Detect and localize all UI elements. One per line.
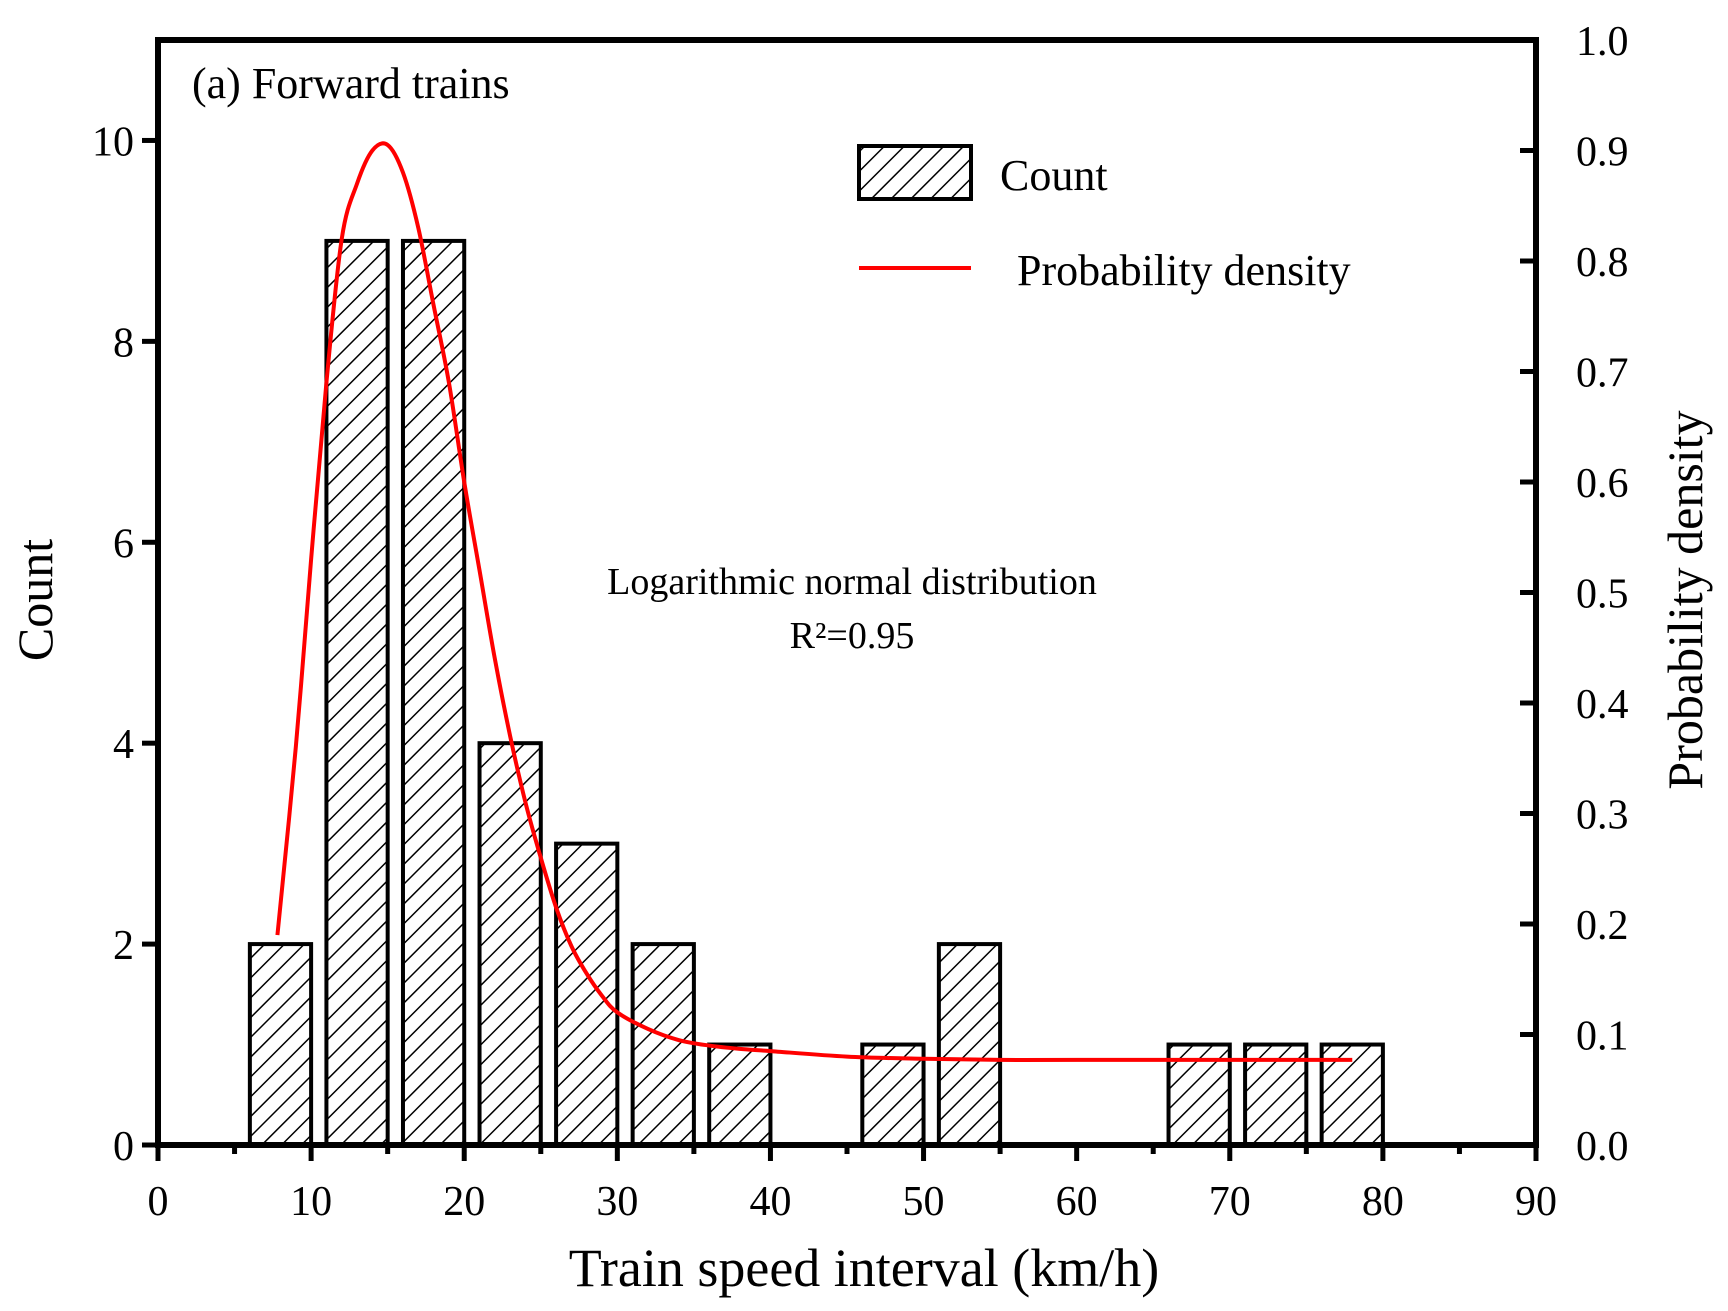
y2-tick-label: 1.0: [1576, 19, 1629, 65]
x-tick-label: 60: [1056, 1179, 1098, 1225]
y-tick-label: 6: [113, 521, 134, 567]
bar: [554, 841, 620, 1147]
legend: Count Probability density: [857, 144, 1351, 295]
y-axis-right: 0.0 0.1 0.2 0.3 0.4 0.5 0.6 0.7 0.8 0.9 1.0: [1520, 19, 1629, 1170]
y-tick-label: 10: [92, 119, 134, 165]
y2-tick-label: 0.2: [1576, 903, 1629, 949]
bar: [477, 741, 543, 1147]
y-tick-label: 2: [113, 923, 134, 969]
x-tick-label: 20: [443, 1179, 485, 1225]
x-tick-label: 0: [148, 1179, 169, 1225]
x-tick-label: 80: [1362, 1179, 1404, 1225]
y2-axis-label: Probability density: [1657, 410, 1713, 789]
y2-tick-label: 0.7: [1576, 351, 1629, 397]
legend-count-label: Count: [1000, 151, 1108, 200]
y2-tick-label: 0.4: [1576, 682, 1629, 728]
x-tick-label: 40: [749, 1179, 791, 1225]
bar: [936, 942, 1003, 1147]
x-tick-label: 30: [596, 1179, 638, 1225]
legend-density-label: Probability density: [1017, 246, 1351, 295]
bar: [630, 942, 696, 1147]
y-axis-left: 0 2 4 6 8 10: [92, 119, 158, 1170]
bar: [247, 942, 314, 1147]
distribution-annotation: Logarithmic normal distribution R²=0.95: [607, 561, 1097, 657]
y2-tick-label: 0.8: [1576, 240, 1629, 286]
y2-tick-label: 0.5: [1576, 572, 1629, 618]
x-tick-label: 50: [903, 1179, 945, 1225]
histogram-bars: [247, 238, 1385, 1147]
annotation-line1: Logarithmic normal distribution: [607, 561, 1097, 603]
annotation-line2: R²=0.95: [790, 615, 915, 657]
bar: [707, 1042, 773, 1147]
y-tick-label: 4: [113, 722, 134, 768]
x-tick-label: 70: [1209, 1179, 1251, 1225]
bar: [324, 238, 390, 1147]
x-tick-label: 90: [1515, 1179, 1557, 1225]
y2-tick-label: 0.1: [1576, 1014, 1629, 1060]
y2-tick-label: 0.0: [1576, 1124, 1629, 1170]
x-tick-label: 10: [290, 1179, 332, 1225]
x-axis-label: Train speed interval (km/h): [569, 1238, 1159, 1298]
y2-tick-label: 0.9: [1576, 130, 1629, 176]
x-axis: 0 10 20 30 40 50 60 70 80 90: [148, 1145, 1557, 1225]
y2-tick-label: 0.3: [1576, 793, 1629, 839]
y2-tick-label: 0.6: [1576, 461, 1629, 507]
y-axis-label: Count: [7, 539, 63, 661]
bar: [400, 238, 467, 1147]
chart-title: (a) Forward trains: [192, 59, 510, 108]
density-curve: [275, 141, 1353, 1062]
y-tick-label: 0: [113, 1124, 134, 1170]
legend-count-swatch: [857, 144, 973, 201]
y-tick-label: 8: [113, 320, 134, 366]
